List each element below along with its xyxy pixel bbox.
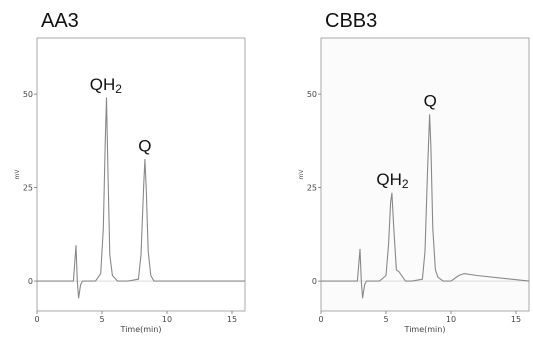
x-tick-label: 0 bbox=[318, 315, 323, 324]
y-axis-label: mV bbox=[298, 169, 305, 180]
y-axis-label: mV bbox=[14, 169, 21, 180]
chart-panel-0: AA3 0 25 50 0 5 10 15 Time(min) mV QH2 Q bbox=[14, 10, 246, 334]
x-tick-label: 0 bbox=[34, 315, 39, 324]
chart-panel-1: CBB3 0 25 50 0 5 10 15 Time(min) mV QH2 Q bbox=[298, 10, 530, 334]
plot-frame bbox=[320, 37, 530, 312]
y-tick-label: 25 bbox=[307, 184, 317, 193]
x-axis-label: Time(min) bbox=[404, 325, 446, 334]
peak-annotation: Q bbox=[138, 137, 151, 156]
peak-annotation: Q bbox=[424, 92, 437, 111]
y-tick-label: 0 bbox=[312, 277, 317, 286]
y-tick-label: 0 bbox=[28, 277, 33, 286]
x-tick-label: 15 bbox=[511, 315, 521, 324]
chromatogram-trace bbox=[321, 114, 530, 299]
x-tick-label: 5 bbox=[383, 315, 388, 324]
x-tick-label: 10 bbox=[162, 315, 172, 324]
x-tick-label: 10 bbox=[446, 315, 456, 324]
chart-title: CBB3 bbox=[325, 10, 377, 32]
x-axis-label: Time(min) bbox=[120, 325, 162, 334]
y-tick-label: 50 bbox=[307, 90, 317, 99]
x-tick-label: 5 bbox=[99, 315, 104, 324]
y-tick-label: 25 bbox=[23, 184, 33, 193]
plot-frame bbox=[36, 37, 246, 312]
peak-annotation: QH2 bbox=[90, 75, 122, 96]
chart-title: AA3 bbox=[41, 10, 79, 32]
x-tick-label: 15 bbox=[227, 315, 237, 324]
peak-annotation: QH2 bbox=[376, 170, 409, 191]
chromatogram-trace bbox=[37, 97, 245, 299]
y-tick-label: 50 bbox=[23, 90, 33, 99]
